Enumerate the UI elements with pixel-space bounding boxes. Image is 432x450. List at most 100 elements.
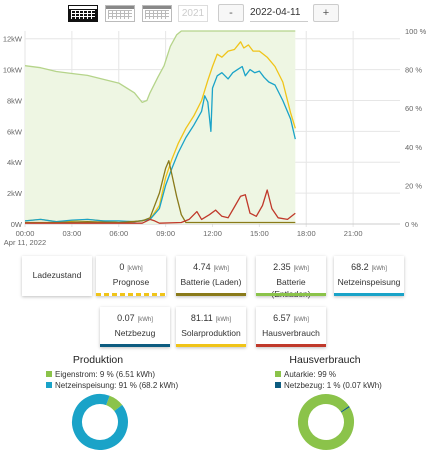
y-right-tick-label: 60 % <box>405 104 422 113</box>
y-left-tick-label: 8kW <box>7 96 23 105</box>
x-date-label: Apr 11, 2022 <box>4 238 46 247</box>
card-value-number: 81.11 <box>190 313 213 323</box>
legend-swatch <box>275 382 281 388</box>
month-view-icon[interactable] <box>142 5 172 22</box>
x-tick-label: 12:00 <box>203 229 222 238</box>
production-legend: Eigenstrom: 9 % (6.51 kWh) Netzeinspeisun… <box>46 369 178 391</box>
card-color-stripe <box>334 293 404 296</box>
x-tick-label: 00:00 <box>16 229 35 238</box>
card-value: 68.2 [kWh] <box>334 262 404 272</box>
card-color-stripe <box>100 344 170 347</box>
x-tick-label: 03:00 <box>62 229 81 238</box>
legend-swatch <box>46 382 52 388</box>
card-color-stripe <box>96 293 166 296</box>
card-unit: [kWh] <box>293 266 309 272</box>
y-left-tick-label: 10kW <box>3 66 23 75</box>
legend-swatch <box>46 371 52 377</box>
card-value-number: 2.35 <box>273 262 291 272</box>
y-right-tick-label: 20 % <box>405 181 422 190</box>
consumption-legend: Autarkie: 99 % Netzbezug: 1 % (0.07 kWh) <box>275 369 382 391</box>
y-right-tick-label: 40 % <box>405 143 422 152</box>
card-unit: [kWh] <box>137 317 153 323</box>
card-value: 0.07 [kWh] <box>100 313 170 323</box>
donut-slice <box>72 394 128 450</box>
card-unit: [kWh] <box>371 266 387 272</box>
card-value: 81.11 [kWh] <box>176 313 246 323</box>
card-value: 0 [kWh] <box>96 262 166 272</box>
y-left-tick-label: 4kW <box>7 158 23 167</box>
donut-slice <box>298 394 354 450</box>
donut-slice <box>298 394 354 450</box>
date-input[interactable] <box>250 4 308 22</box>
series-soc-line <box>24 30 296 104</box>
week-view-icon[interactable] <box>105 5 135 22</box>
y-right-tick-label: 0 % <box>405 220 418 229</box>
summary-card[interactable]: 81.11 [kWh] Solarproduktion <box>176 307 246 347</box>
card-value-number: 68.2 <box>351 262 369 272</box>
consumption-title: Hausverbrauch <box>289 354 361 366</box>
card-value-number: 0 <box>119 262 125 272</box>
legend-text: Netzeinspeisung: 91 % (68.2 kWh) <box>55 381 179 390</box>
y-left-tick-label: 6kW <box>7 127 23 136</box>
y-left-tick-label: 12kW <box>3 35 23 44</box>
card-label: Hausverbrauch <box>262 328 320 338</box>
series-feed-line <box>25 189 296 224</box>
y-left-tick-label: 2kW <box>7 189 23 198</box>
card-label: Solarproduktion <box>181 328 241 338</box>
legend-item: Autarkie: 99 % <box>275 369 382 380</box>
series-battery_charge-line <box>25 160 296 224</box>
card-label: Ladezustand <box>32 270 82 280</box>
card-unit: [kWh] <box>213 266 229 272</box>
x-tick-label: 15:00 <box>250 229 269 238</box>
legend-item: Netzbezug: 1 % (0.07 kWh) <box>275 380 382 391</box>
previous-day-button[interactable]: - <box>218 4 244 22</box>
summary-card[interactable]: 0 [kWh] Prognose <box>96 256 166 296</box>
series-soc-area <box>25 31 296 224</box>
summary-card[interactable]: 2.35[kWh] Batterie (Entladen) <box>256 256 326 299</box>
card-unit: [kWh] <box>293 317 309 323</box>
card-value-number: 6.57 <box>273 313 291 323</box>
energy-chart: 0W 2kW 4kW 6kW 8kW 10kW 12kW 0 % 20 % 40 % 60 % 80 … <box>3 27 427 247</box>
summary-card[interactable]: Ladezustand <box>22 256 92 296</box>
year-view-button[interactable]: 2021 <box>178 5 208 22</box>
donut-slice <box>72 394 128 450</box>
y-left-tick-label: 0W <box>11 220 23 229</box>
x-tick-label: 09:00 <box>156 229 175 238</box>
card-color-stripe <box>256 293 326 296</box>
card-value-number: 4.74 <box>193 262 211 272</box>
card-label: Batterie (Entladen) <box>271 277 310 299</box>
card-color-stripe <box>176 293 246 296</box>
x-tick-label: 18:00 <box>297 229 316 238</box>
series-consumption-line <box>24 65 296 223</box>
summary-card[interactable]: 0.07 [kWh] Netzbezug <box>100 307 170 347</box>
card-color-stripe <box>176 344 246 347</box>
card-value: 2.35 [kWh] <box>256 262 326 272</box>
toolbar: 2021 - + <box>0 0 432 26</box>
next-day-button[interactable]: + <box>313 4 339 22</box>
legend-item: Eigenstrom: 9 % (6.51 kWh) <box>46 369 178 380</box>
card-unit: [kWh] <box>215 317 232 323</box>
card-unit: [kWh] <box>127 266 143 272</box>
card-value: 4.74 [kWh] <box>176 262 246 272</box>
day-view-icon[interactable] <box>68 5 98 22</box>
y-right-tick-label: 80 % <box>405 66 422 75</box>
legend-item: Netzeinspeisung: 91 % (68.2 kWh) <box>46 380 178 391</box>
legend-text: Autarkie: 99 % <box>284 370 337 379</box>
x-tick-label: 06:00 <box>109 229 128 238</box>
summary-card[interactable]: 68.2 [kWh] Netzeinspeisung <box>334 256 404 296</box>
card-label: Netzeinspeisung <box>337 277 401 287</box>
production-title: Produktion <box>72 354 124 366</box>
legend-swatch <box>275 371 281 377</box>
y-right-tick-label: 100 % <box>405 27 427 36</box>
card-label: Batterie (Laden) <box>180 277 242 287</box>
legend-text: Netzbezug: 1 % (0.07 kWh) <box>284 381 382 390</box>
summary-card[interactable]: 4.74 [kWh] Batterie (Laden) <box>176 256 246 296</box>
summary-card[interactable]: 6.57 [kWh] Hausverbrauch <box>256 307 326 347</box>
card-label: Prognose <box>112 277 150 287</box>
card-color-stripe <box>256 344 326 347</box>
card-label: Netzbezug <box>114 328 156 338</box>
card-value-number: 0.07 <box>117 313 135 323</box>
x-tick-label: 21:00 <box>344 229 363 238</box>
production-donut-chart <box>72 394 128 450</box>
legend-text: Eigenstrom: 9 % (6.51 kWh) <box>55 370 156 379</box>
